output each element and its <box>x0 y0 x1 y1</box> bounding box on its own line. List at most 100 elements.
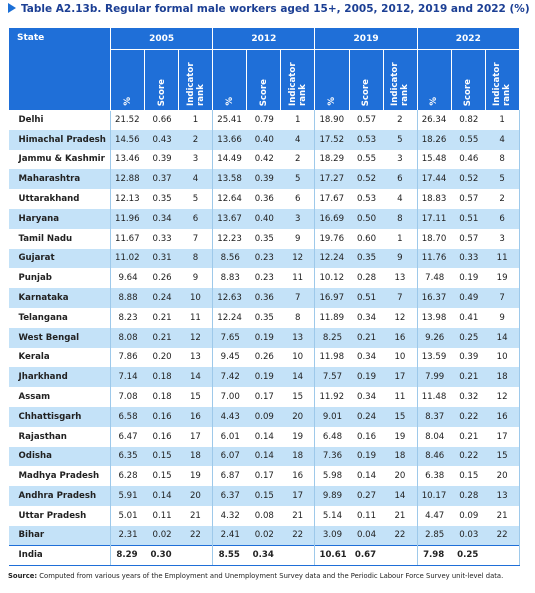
subheader-cell: % <box>109 49 146 110</box>
value-cell: 0.36 <box>246 288 281 308</box>
value-cell: 11 <box>383 387 418 407</box>
value-cell: 3 <box>485 228 520 249</box>
value-cell: 0.40 <box>246 208 281 229</box>
value-cell: 0.28 <box>451 486 486 506</box>
value-cell: 17.67 <box>319 194 345 205</box>
value-cell: 15.48 <box>421 154 447 165</box>
value-cell: 0.52 <box>451 169 486 190</box>
value-cell: 0.52 <box>349 169 384 190</box>
table-row: Kerala 7.86 0.20 13 9.45 0.26 10 11.98 0.34 10 13.… <box>8 347 520 368</box>
total-row: India 8.29 0.30 8.55 0.34 10.61 0.67 7.98 0.25 <box>8 545 520 566</box>
value-cell: 14 <box>178 367 214 388</box>
value-cell: 0.51 <box>349 288 384 308</box>
value-cell: 17 <box>280 486 316 506</box>
value-cell: 0.28 <box>356 273 377 284</box>
value-cell: 8.29 <box>110 545 145 566</box>
state-cell: Jharkhand <box>8 367 111 388</box>
value-cell: 13 <box>280 327 316 348</box>
data-table: State 2005 2012 2019 2022 % Score Indicator r… <box>8 28 520 566</box>
subheader-label: Indicator rank <box>287 62 308 106</box>
empty-cell <box>178 545 214 566</box>
value-cell: 14 <box>383 486 418 506</box>
value-cell: 3 <box>383 149 418 170</box>
value-cell: 11 <box>485 248 520 269</box>
value-cell: 22 <box>178 525 214 546</box>
value-cell: 0.53 <box>356 194 377 205</box>
state-header: State <box>8 28 111 111</box>
value-cell: 0.19 <box>246 367 281 388</box>
subheader-cell: % <box>314 49 350 110</box>
value-cell: 12.24 <box>217 312 242 323</box>
value-cell: 0.67 <box>349 545 384 566</box>
value-cell: 11 <box>178 307 214 328</box>
subheader-row: % Score Indicator rank% Score Indicator rank… <box>9 49 520 110</box>
value-cell: 17.11 <box>417 208 452 229</box>
value-cell: 0.19 <box>246 327 281 348</box>
value-cell: 10.12 <box>319 273 345 284</box>
value-cell: 10.61 <box>314 545 350 566</box>
value-cell: 15 <box>383 406 418 427</box>
value-cell: 13 <box>485 486 520 506</box>
value-cell: 0.35 <box>152 194 172 205</box>
year-header: 2012 <box>212 28 316 50</box>
table-row: Punjab 9.64 0.26 9 8.83 0.23 11 10.12 0.28 13 7.48… <box>8 268 520 289</box>
value-cell: 13.59 <box>421 352 447 363</box>
value-cell: 13.58 <box>212 169 247 190</box>
state-cell: Himachal Pradesh <box>8 129 111 150</box>
table-row: Haryana 11.96 0.34 6 13.67 0.40 3 16.69 0.50 8 17.… <box>8 208 520 229</box>
state-cell: Bihar <box>8 525 111 546</box>
state-cell: Madhya Pradesh <box>8 466 111 487</box>
value-cell: 4.47 <box>425 510 445 521</box>
value-cell: 4.43 <box>212 406 247 427</box>
value-cell: 0.24 <box>144 288 179 308</box>
year-header: 2022 <box>416 28 520 50</box>
value-cell: 7 <box>485 288 520 308</box>
value-cell: 9 <box>280 228 316 249</box>
value-cell: 0.25 <box>451 327 486 348</box>
value-cell: 12.63 <box>212 288 247 308</box>
value-cell: 2.41 <box>212 525 247 546</box>
state-cell: Jammu & Kashmir <box>8 149 111 170</box>
value-cell: 18.26 <box>417 129 452 150</box>
subheader-cell: Indicator rank <box>280 49 316 110</box>
value-cell: 8.25 <box>314 327 350 348</box>
value-cell: 0.55 <box>451 129 486 150</box>
value-cell: 0.25 <box>451 545 486 566</box>
value-cell: 5 <box>280 169 316 190</box>
value-cell: 8 <box>178 248 214 269</box>
state-cell: Odisha <box>8 446 111 467</box>
subheader-cell: Score <box>246 49 282 110</box>
subheader-label: Score <box>258 78 269 106</box>
value-cell: 10 <box>280 347 316 368</box>
value-cell: 11.48 <box>421 392 447 403</box>
value-cell: 0.14 <box>246 446 281 467</box>
value-cell: 0.03 <box>451 525 486 546</box>
value-cell: 18 <box>383 446 418 467</box>
value-cell: 15 <box>485 446 520 467</box>
table-row: Chhattisgarh 6.58 0.16 16 4.43 0.09 20 9.01 0.24… <box>8 406 520 427</box>
value-cell: 14.56 <box>110 129 145 150</box>
value-cell: 1 <box>485 110 520 130</box>
value-cell: 13.66 <box>212 129 247 150</box>
value-cell: 2.31 <box>110 525 145 546</box>
value-cell: 9.45 <box>220 352 240 363</box>
state-cell: Gujarat <box>8 248 111 269</box>
value-cell: 8 <box>280 307 316 328</box>
value-cell: 16 <box>383 327 418 348</box>
value-cell: 8.08 <box>110 327 145 348</box>
title-text: Table A2.13b. Regular formal male worker… <box>21 3 530 15</box>
value-cell: 3 <box>280 208 316 229</box>
value-cell: 0.49 <box>451 288 486 308</box>
value-cell: 16 <box>178 406 214 427</box>
value-cell: 0.57 <box>459 233 479 244</box>
table-row: Jammu & Kashmir 13.46 0.39 3 14.49 0.42 2 18.29… <box>8 149 520 170</box>
subheader-cell: Score <box>348 49 384 110</box>
value-cell: 0.14 <box>144 486 179 506</box>
value-cell: 21 <box>485 505 520 526</box>
table-row: Andhra Pradesh 5.91 0.14 20 6.37 0.15 17 9.89 0.… <box>8 486 520 506</box>
value-cell: 9.64 <box>118 273 138 284</box>
value-cell: 17 <box>178 426 214 447</box>
value-cell: 5.98 <box>322 471 343 482</box>
state-cell: Uttar Pradesh <box>8 505 111 526</box>
